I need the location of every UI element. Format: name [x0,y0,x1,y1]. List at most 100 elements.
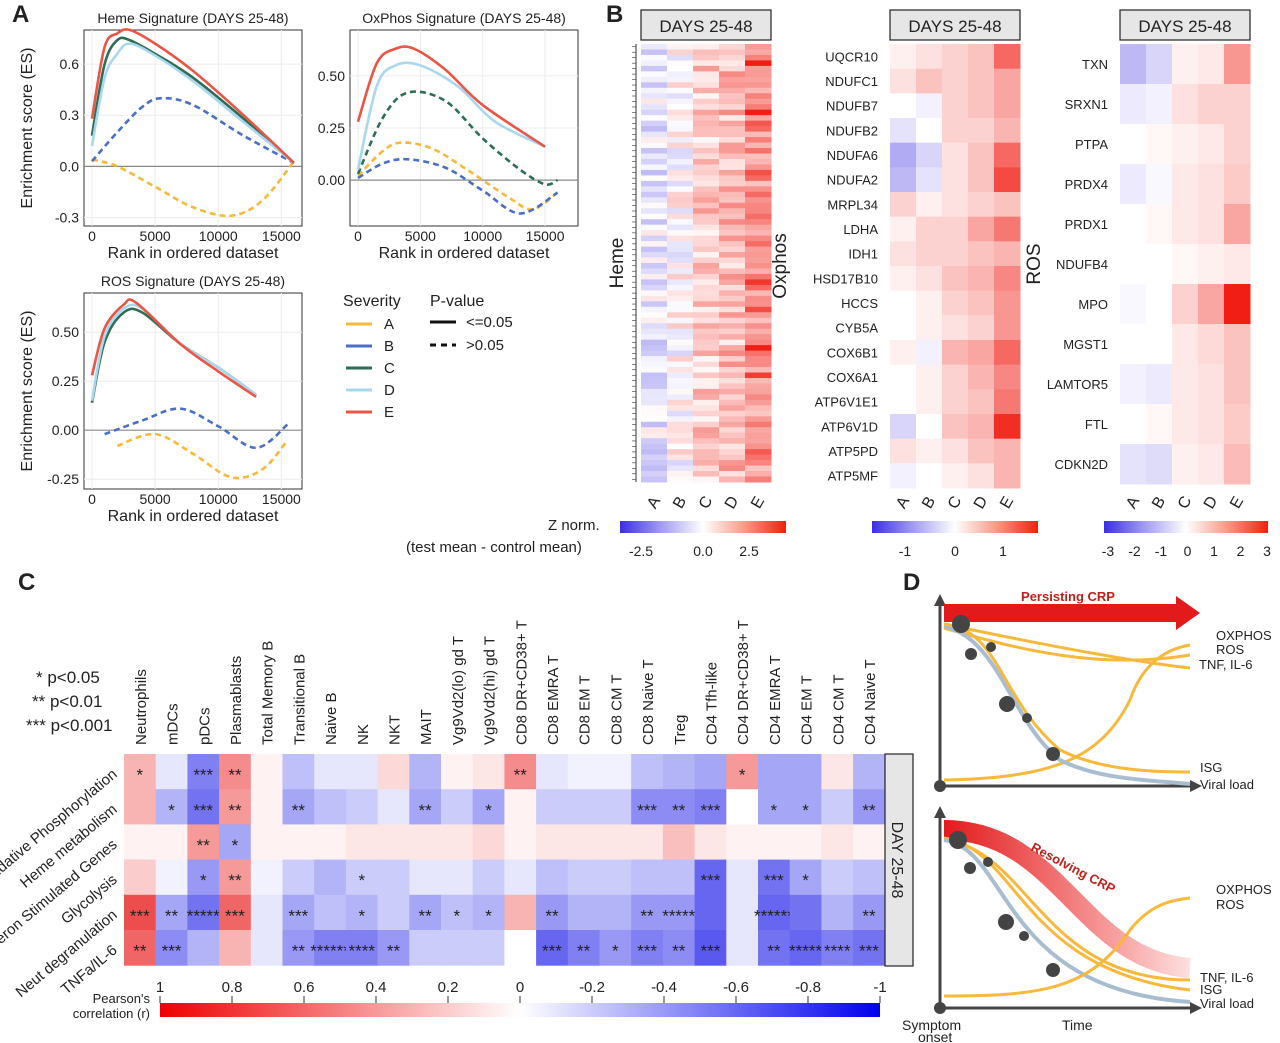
heatmap-cell [377,754,410,790]
heatmap-cell [567,930,600,966]
heatmap-cell [745,405,772,412]
heatmap-cell [693,339,720,346]
significance-stars: * [485,801,492,820]
x-tick-label: 10000 [199,228,238,244]
gene-label: COX6B1 [827,345,878,360]
heatmap-cell [667,98,694,105]
heatmap-cell [667,76,694,83]
column-label: A [644,494,664,512]
heatmap-cell [745,290,772,297]
heatmap-cell [719,126,746,133]
heatmap-cell [821,894,854,931]
heatmap-cell [472,789,505,825]
x-tick-label: 5000 [140,228,171,244]
heatmap-cell [641,120,668,127]
x-tick-label: 0 [354,228,362,244]
heatmap-cell [719,263,746,269]
heatmap-cell [536,824,569,861]
gene-label: HCCS [841,296,878,311]
heatmap-cell [719,230,746,237]
heatmap-cell [641,235,668,242]
heatmap-cell [719,432,746,439]
significance-stars: * [358,871,365,890]
heatmap-cell [641,295,668,302]
heatmap-cell [504,824,537,861]
heatmap-cell [726,754,759,790]
heatmap-cell [567,859,600,896]
heatmap-cell [1198,84,1225,125]
gene-label: ATP6V1E1 [815,395,878,410]
heatmap-cell [745,383,772,390]
significance-stars: ** [514,766,528,785]
colorbar-title-1: Z norm. [548,517,600,534]
heatmap-cell [719,301,746,308]
heatmap-cell [693,213,720,220]
heatmap-cell [890,340,917,366]
heatmap-cell [667,421,694,428]
significance-stars: *** [701,801,721,820]
heatmap-cell [1120,324,1147,365]
cell-type-label: CD4 DR+CD38+ T [735,620,752,745]
heatmap-cell [667,82,694,89]
heatmap-cell [1224,244,1251,285]
heatmap-cell [719,328,746,335]
pvalue-legend-title: P-value [430,293,484,310]
gene-label: NDUFB7 [826,99,878,114]
pearson-colorbar: Pearson's correlation (r) 1 0.8 0.6 0.4 0.2 0… [73,979,887,1021]
heatmap-cell [745,120,772,127]
heatmap-cell [667,328,694,335]
heatmap-cell [994,44,1021,70]
heatmap-cell [282,824,315,861]
heatmap-cell [567,894,600,931]
heatmap-cell [641,71,668,78]
heatmap-cell [719,273,746,280]
cell-type-label: MAIT [418,709,435,745]
heatmap-cell [282,859,315,896]
heatmap-cell [641,301,668,308]
plot-frame [83,29,303,227]
heatmap-cell [504,930,537,966]
heatmap-cell [719,295,746,302]
heatmap-cell [745,356,772,363]
heatmap-cell [745,246,772,253]
heatmap-cell [1120,364,1147,405]
y-tick-label: 0.6 [60,56,80,72]
heatmap-cell [219,824,252,861]
heatmap-cell [719,120,746,127]
heatmap-cell [693,230,720,237]
plot-title: OxPhos Signature (DAYS 25-48) [362,10,566,26]
heme-heatmap: DAYS 25-48 Heme A B C D E [607,9,772,512]
heatmap-cell [667,93,694,100]
heatmap-cell [124,930,157,966]
colorbar-title-2: (test mean - control mean) [406,539,582,556]
heatmap-cell [667,252,694,259]
heatmap-cell [693,443,720,450]
heatmap-cell [250,824,283,861]
colorbar-tick: -2.5 [629,543,653,559]
significance-stars: * [168,801,175,820]
heatmap-cell [719,87,746,94]
heatmap-cell [745,131,772,138]
plot-title: Heme Signature (DAYS 25-48) [97,10,288,26]
column-label: E [1227,494,1247,512]
heatmap-cell [641,427,668,434]
heatmap-cell [641,405,668,412]
heatmap-cell [1172,444,1199,485]
column-label: E [748,494,768,512]
heatmap-cell [719,104,746,111]
heatmap-cell [667,180,694,187]
heatmap-cell [745,213,772,220]
colorbar-tick: -0.4 [651,979,677,996]
colorbar-tick: -1 [1155,543,1168,559]
x-tick-label: 10000 [463,228,502,244]
heatmap-cell [641,306,668,313]
heatmap-cell [1198,244,1225,285]
heatmap-cell [745,443,772,450]
heatmap-cell [968,266,995,292]
heatmap-cell [942,192,969,218]
heatmap-cell [693,208,720,215]
heatmap-cell [1172,84,1199,125]
heatmap-cell [942,167,969,193]
heatmap-cell [641,180,668,187]
heatmap-cell [789,754,822,790]
